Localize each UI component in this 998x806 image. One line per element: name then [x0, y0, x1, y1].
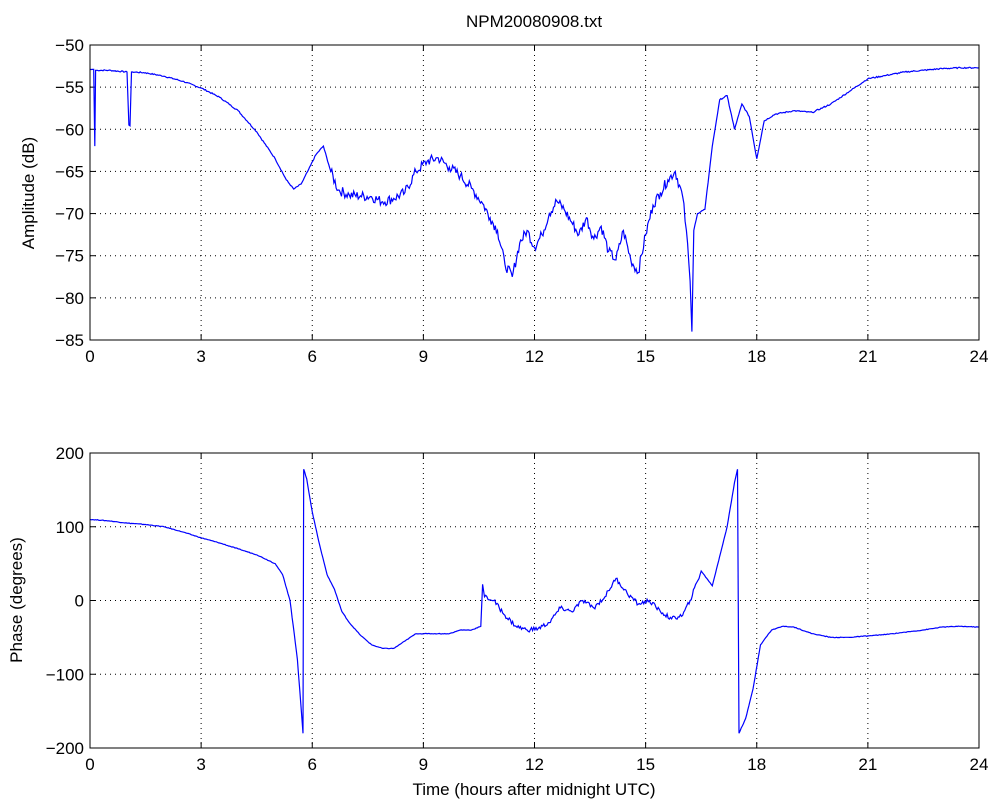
amplitude-axes-frame	[89, 44, 980, 341]
amplitude-xtick-label: 24	[970, 347, 989, 366]
amplitude-ytick-label: −50	[55, 36, 84, 55]
phase-ytick-label: 100	[56, 518, 84, 537]
phase-ytick-label: −200	[46, 739, 84, 758]
amplitude-xtick-label: 21	[858, 347, 877, 366]
amplitude-ytick-label: −85	[55, 331, 84, 350]
phase-ytick-label: −100	[46, 665, 84, 684]
phase-grid	[90, 453, 979, 748]
phase-xtick-label: 9	[419, 755, 428, 774]
phase-axes-frame	[89, 452, 980, 749]
amplitude-ytick-label: −70	[55, 205, 84, 224]
phase-xtick-label: 21	[858, 755, 877, 774]
phase-xtick-label: 0	[85, 755, 94, 774]
phase-xtick-label: 24	[970, 755, 989, 774]
phase-xlabel: Time (hours after midnight UTC)	[412, 780, 655, 799]
amplitude-xtick-label: 6	[308, 347, 317, 366]
amplitude-xtick-label: 9	[419, 347, 428, 366]
phase-xtick-label: 18	[747, 755, 766, 774]
amplitude-ylabel: Amplitude (dB)	[19, 137, 38, 249]
phase-series-line	[89, 469, 979, 734]
phase-xtick-label: 15	[636, 755, 655, 774]
phase-panel: 0 3 6 9 12 15 18 21 24 −200 −100 0 100 200 Phase (deg…	[7, 444, 988, 799]
amplitude-ytick-label: −75	[55, 247, 84, 266]
phase-ytick-label: 0	[75, 592, 84, 611]
amplitude-xtick-label: 18	[747, 347, 766, 366]
phase-xtick-label: 12	[525, 755, 544, 774]
phase-ticks: 0 3 6 9 12 15 18 21 24 −200 −100 0 100 200	[46, 444, 989, 774]
amplitude-ytick-label: −60	[55, 120, 84, 139]
phase-ylabel: Phase (degrees)	[7, 537, 26, 663]
amplitude-ytick-label: −80	[55, 289, 84, 308]
phase-ytick-label: 200	[56, 444, 84, 463]
amplitude-xtick-label: 0	[85, 347, 94, 366]
chart-title: NPM20080908.txt	[466, 12, 602, 31]
amplitude-xtick-label: 15	[636, 347, 655, 366]
phase-xtick-label: 6	[308, 755, 317, 774]
amplitude-panel: NPM20080908.txt 0 3 6 9 12 15 18 21 24 −85 −80 −75 −…	[19, 12, 988, 366]
amplitude-ytick-label: −65	[55, 162, 84, 181]
phase-xtick-label: 3	[196, 755, 205, 774]
amplitude-xtick-label: 3	[196, 347, 205, 366]
amplitude-series-line	[89, 66, 980, 332]
amplitude-ticks: 0 3 6 9 12 15 18 21 24 −85 −80 −75 −70 −65 −60 −55 −50	[55, 36, 988, 366]
amplitude-xtick-label: 12	[525, 347, 544, 366]
amplitude-grid	[90, 45, 979, 340]
amplitude-ytick-label: −55	[55, 78, 84, 97]
